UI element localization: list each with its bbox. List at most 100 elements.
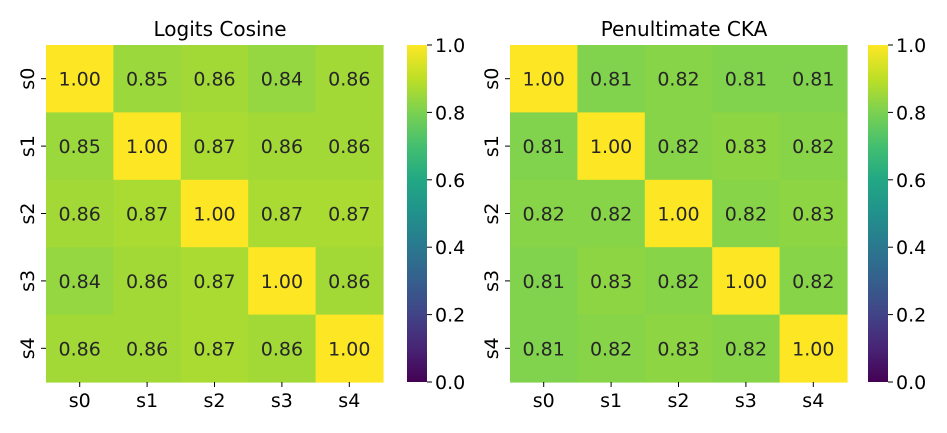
cell-value-label: 0.86 [328,136,370,158]
cell-value-label: 1.00 [590,136,632,158]
heatmap-cell [577,179,646,248]
heatmap-cell [510,179,578,248]
heatmap-cell [577,247,646,316]
cell-value-label: 0.83 [725,136,767,158]
cell-value-label: 0.81 [792,69,834,91]
heatmap-cell [46,45,114,113]
y-tick-label: s1 [481,135,503,157]
x-tick-label: s3 [735,390,757,412]
heatmap-cell [46,247,114,316]
colorbar-tick-label: 1.0 [435,35,465,57]
x-tick-label: s0 [533,390,555,412]
y-tick-label: s0 [481,68,503,90]
cell-value-label: 0.82 [657,136,699,158]
cell-value-label: 0.82 [657,271,699,293]
colorbar-tick-label: 0.2 [896,305,926,327]
cell-value-label: 0.81 [725,69,767,91]
y-tick-label: s0 [17,68,39,90]
cell-value-label: 0.87 [328,204,370,226]
heatmap-cell [779,112,848,181]
cell-value-label: 1.00 [523,69,565,91]
cell-value-label: 0.84 [261,69,303,91]
heatmap-cell [46,112,114,181]
heatmap-panel-logits-cosine: Logits Cosine 1.00 0.85 0.86 0.84 0.860.85 1.… [17,17,465,412]
x-tick-label: s1 [136,390,158,412]
heatmap-cell [577,314,646,383]
cell-value-label: 0.85 [126,69,168,91]
colorbar-tick-label: 0.0 [435,372,465,394]
heatmap-cell [644,247,713,316]
heatmap-cell [315,247,384,316]
x-axis-ticks: s0 s1 s2 s3 s4 [533,382,824,412]
heatmap-cell [248,179,317,248]
cell-value-label: 0.82 [523,204,565,226]
heatmap-cell [577,45,646,113]
colorbar-tick-label: 0.4 [896,237,926,259]
heatmap-cell [712,179,781,248]
cell-value-label: 0.82 [590,338,632,360]
heatmap-cell [46,314,114,383]
heatmap-cell [315,179,384,248]
cell-value-label: 1.00 [193,204,235,226]
cell-value-label: 0.85 [59,136,101,158]
heatmap-cell [779,45,848,113]
heatmap-cell [510,45,578,113]
colorbar-gradient [868,45,888,382]
heatmap-cell [248,112,317,181]
colorbar-ticks: 0.0 0.2 0.4 0.6 0.8 1.0 [427,35,465,394]
cell-value-label: 0.86 [328,69,370,91]
cell-value-label: 0.82 [792,271,834,293]
heatmap-cell [248,314,317,383]
y-tick-label: s2 [17,203,39,225]
x-tick-label: s2 [668,390,690,412]
heatmap-cell [113,314,182,383]
colorbar-tick-label: 0.6 [435,170,465,192]
colorbar-tick-label: 0.2 [435,305,465,327]
cell-value-label: 0.87 [126,204,168,226]
heatmap-cell [510,314,578,383]
cell-value-label: 0.81 [523,136,565,158]
heatmap-panel-penultimate-cka: Penultimate CKA 1.00 0.81 0.82 0.81 0.81 0.81… [481,17,926,412]
y-axis-ticks: s0 s1 s2 s3 s4 [481,68,510,359]
x-axis-ticks: s0 s1 s2 s3 s4 [69,382,360,412]
heatmap-cell [644,112,713,181]
cell-value-label: 0.86 [261,136,303,158]
y-tick-label: s3 [17,270,39,292]
cell-value-label: 0.87 [193,271,235,293]
colorbar-tick-label: 0.4 [435,237,465,259]
cell-value-label: 0.87 [261,204,303,226]
heatmap-cell [180,314,249,383]
cell-value-label: 0.86 [59,338,101,360]
chart-title: Penultimate CKA [601,17,768,41]
heatmap-cell [577,112,646,181]
cell-value-label: 0.82 [725,338,767,360]
cell-value-label: 1.00 [126,136,168,158]
heatmap-cell [779,179,848,248]
cell-value-label: 0.86 [126,271,168,293]
cell-value-label: 0.84 [59,271,101,293]
cell-value-label: 0.81 [523,338,565,360]
colorbar: 0.0 0.2 0.4 0.6 0.8 1.0 [868,35,926,394]
cell-value-label: 0.86 [328,271,370,293]
x-tick-label: s0 [69,390,91,412]
heatmap-cell [315,45,384,113]
colorbar-tick-label: 0.8 [435,102,465,124]
cell-value-label: 1.00 [657,204,699,226]
cell-value-label: 0.82 [792,136,834,158]
x-tick-label: s4 [802,390,824,412]
heatmap-cell [779,314,848,383]
y-tick-label: s2 [481,203,503,225]
heatmap-cell [113,247,182,316]
cell-value-label: 0.86 [126,338,168,360]
y-tick-label: s1 [17,135,39,157]
cell-value-label: 1.00 [328,338,370,360]
cell-value-label: 0.81 [590,69,632,91]
cell-value-label: 1.00 [261,271,303,293]
heatmap-cell [113,45,182,113]
cell-value-label: 0.87 [193,136,235,158]
cell-value-label: 1.00 [59,69,101,91]
heatmap-cell [644,45,713,113]
colorbar-ticks: 0.0 0.2 0.4 0.6 0.8 1.0 [888,35,926,394]
heatmap-cell [510,247,578,316]
